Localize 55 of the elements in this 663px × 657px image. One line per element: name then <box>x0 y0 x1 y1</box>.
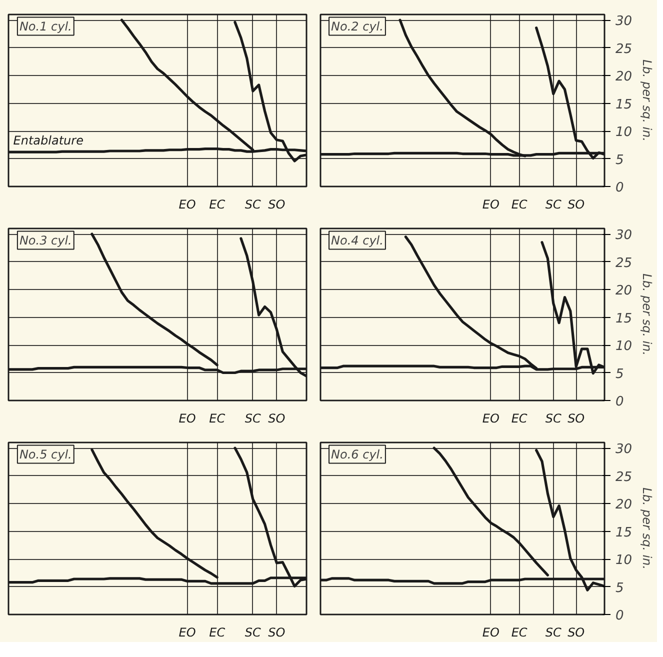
x-tick-label: EO <box>178 626 196 640</box>
x-tick-label: SC <box>545 198 562 212</box>
y-tick-label: 5 <box>616 152 624 168</box>
y-axis-title: Lb. per sq. in. <box>640 60 654 142</box>
y-tick-label: 20 <box>616 498 632 513</box>
chart-title: No.6 cyl. <box>331 447 384 462</box>
chart-title: No.5 cyl. <box>19 447 72 462</box>
y-axis-title: Lb. per sq. in. <box>640 274 654 356</box>
chart-title: No.3 cyl. <box>19 233 72 248</box>
x-tick-label: SO <box>568 198 585 212</box>
x-tick-label: SO <box>568 412 585 426</box>
y-tick-label: 25 <box>616 42 632 57</box>
y-tick-label: 0 <box>616 180 624 196</box>
x-tick-label: SC <box>545 412 562 426</box>
x-tick-label: EC <box>209 198 226 212</box>
x-tick-label: EO <box>482 626 500 640</box>
x-tick-label: EO <box>482 412 500 426</box>
y-tick-label: 10 <box>616 553 632 568</box>
y-tick-label: 25 <box>616 470 632 485</box>
x-tick-label: EO <box>482 198 500 212</box>
y-tick-label: 15 <box>616 97 632 112</box>
y-tick-label: 10 <box>616 339 632 354</box>
x-tick-label: SC <box>545 626 562 640</box>
x-tick-label: EO <box>178 198 196 212</box>
y-tick-label: 0 <box>616 608 624 624</box>
x-tick-label: SO <box>268 412 286 426</box>
y-tick-label: 10 <box>616 125 632 140</box>
x-tick-label: SC <box>244 412 262 426</box>
x-tick-label: EO <box>178 412 196 426</box>
y-tick-label: 20 <box>616 284 632 299</box>
y-axis-title: Lb. per sq. in. <box>640 488 654 570</box>
x-tick-label: SO <box>268 626 286 640</box>
x-tick-label: EC <box>511 412 528 426</box>
x-tick-label: SO <box>568 626 585 640</box>
x-tick-label: SC <box>244 626 262 640</box>
x-tick-label: SO <box>268 198 286 212</box>
y-tick-label: 15 <box>616 525 632 540</box>
x-tick-label: SC <box>244 198 262 212</box>
x-tick-label: EC <box>511 626 528 640</box>
x-tick-label: EC <box>209 412 226 426</box>
y-tick-label: 30 <box>616 442 632 458</box>
y-tick-label: 0 <box>616 394 624 410</box>
x-tick-label: EC <box>209 626 226 640</box>
series-label: Entablature <box>13 134 84 148</box>
chart-title: No.1 cyl. <box>19 19 72 34</box>
y-tick-label: 15 <box>616 311 632 326</box>
chart-title: No.4 cyl. <box>331 233 384 248</box>
x-tick-label: EC <box>511 198 528 212</box>
y-tick-label: 5 <box>616 580 624 596</box>
y-tick-label: 20 <box>616 70 632 85</box>
y-tick-label: 25 <box>616 256 632 271</box>
y-tick-label: 30 <box>616 14 632 30</box>
y-tick-label: 5 <box>616 366 624 382</box>
y-tick-label: 30 <box>616 228 632 244</box>
chart-title: No.2 cyl. <box>331 19 384 34</box>
